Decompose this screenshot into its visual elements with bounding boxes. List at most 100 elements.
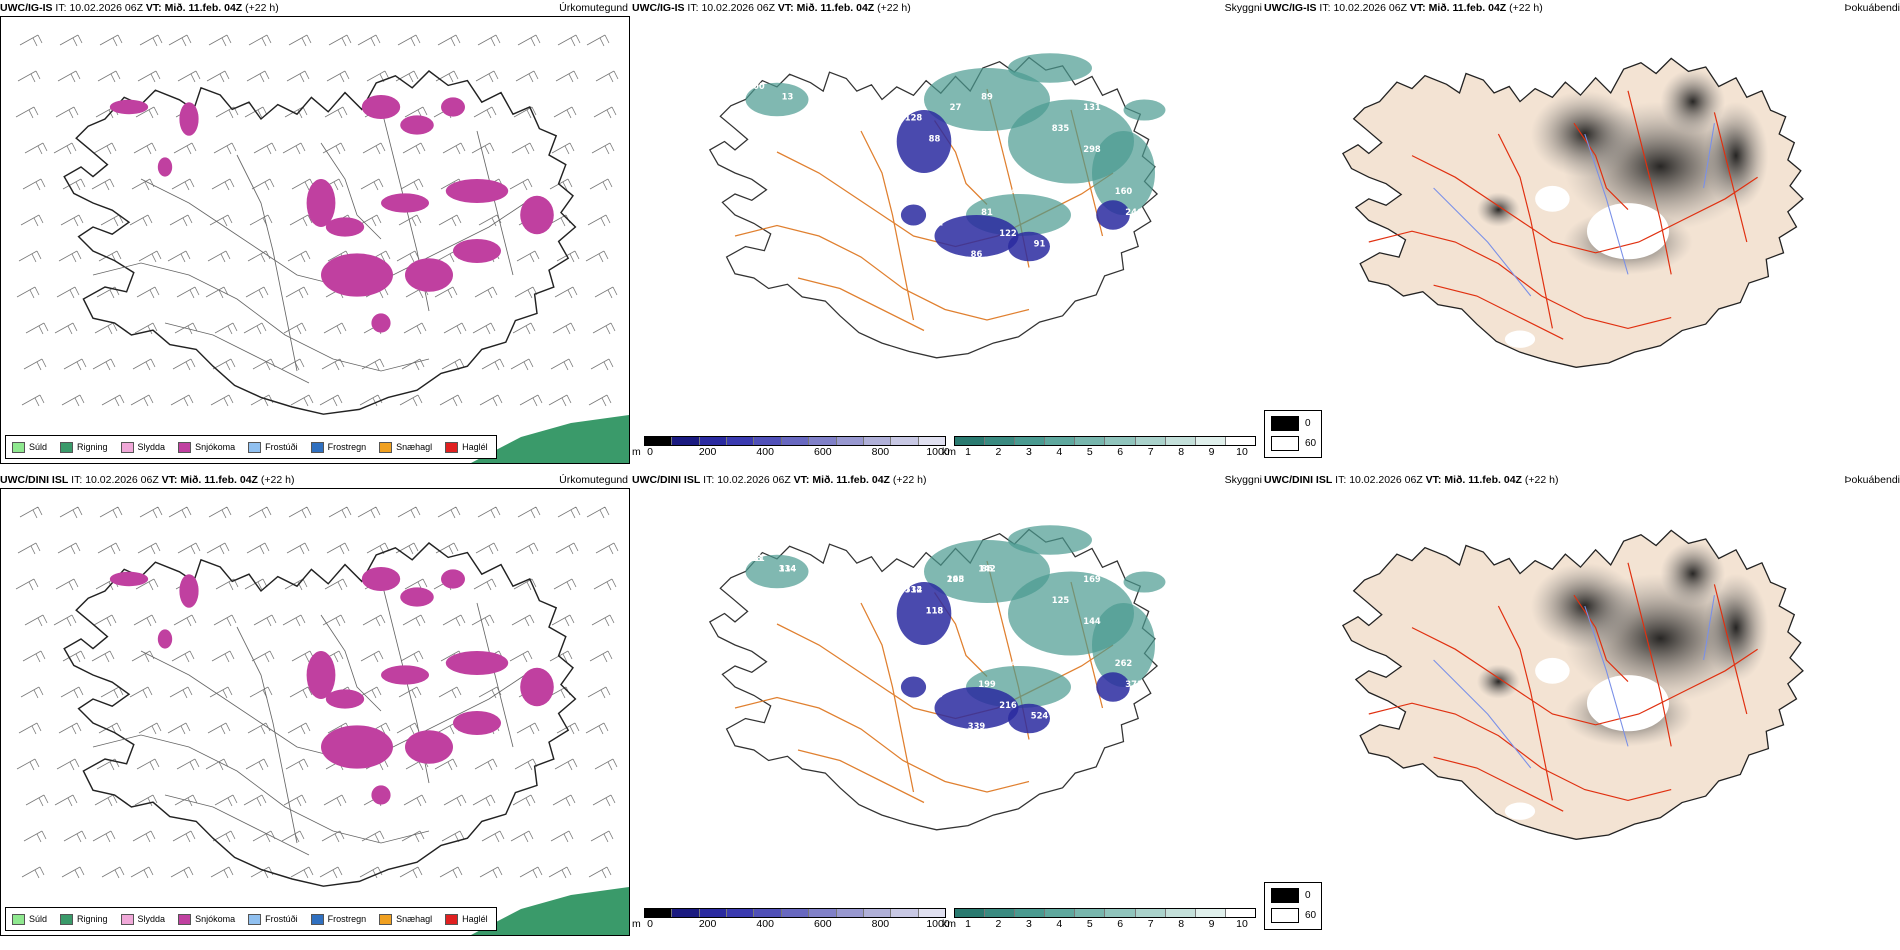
cloud-base-label: 311 — [747, 553, 765, 563]
vt-value: Mið. 11.feb. 04Z — [812, 474, 890, 486]
legend-label: Snæhagl — [396, 914, 433, 924]
colorbar-tick-label: 8 — [1178, 918, 1185, 930]
wind-barb — [595, 542, 619, 555]
wind-barb — [357, 34, 381, 47]
colorbar-swatch — [781, 909, 810, 917]
wind-barb — [434, 286, 458, 299]
legend-item: Frostregn — [310, 441, 366, 453]
colorbar-tick-label: 0 — [647, 918, 653, 930]
road-line — [1497, 133, 1553, 329]
wind-barb — [362, 142, 386, 155]
road-line — [92, 734, 430, 844]
road-line — [1433, 756, 1564, 812]
legend-swatch — [248, 441, 262, 453]
wind-barb — [137, 542, 161, 555]
cloud-base-label: 160 — [1115, 186, 1133, 196]
wind-barb — [439, 866, 463, 879]
colorbar-swatch — [699, 909, 728, 917]
wind-barb — [60, 686, 84, 699]
colorbar-tick-label: 3 — [1025, 446, 1032, 458]
wind-barb — [172, 358, 196, 371]
cloud-base-label: 16 — [1065, 228, 1077, 238]
wind-barb — [589, 650, 613, 663]
rain-area — [471, 887, 629, 935]
cloud-base-label: 195 — [947, 574, 965, 584]
iceland-coastline — [708, 56, 1159, 359]
colorbar-swatch — [985, 909, 1016, 917]
wind-barb — [399, 866, 423, 879]
wind-barb — [63, 830, 87, 843]
wind-barb — [400, 178, 424, 191]
snowfall-area — [321, 253, 393, 297]
wind-barb — [98, 722, 122, 735]
wind-barb — [176, 286, 200, 299]
legend-item: Snæhagl — [379, 441, 432, 453]
colorbar-tick-label: 400 — [756, 918, 774, 930]
colorbar-swatch — [1045, 437, 1076, 445]
cloud-base-label: 42 — [1065, 700, 1077, 710]
wind-barb — [100, 214, 124, 227]
cloud-base-label: 132 — [926, 217, 944, 227]
colorbar-swatch — [1225, 909, 1255, 917]
colorbar-tick-label: 5 — [1086, 918, 1093, 930]
iceland-coastline — [63, 70, 577, 415]
iceland-map — [1341, 529, 1804, 840]
colorbar-tick-label: 10 — [1236, 446, 1248, 458]
wind-barb — [209, 686, 233, 699]
wind-barb — [438, 214, 462, 227]
wind-barb — [472, 322, 496, 335]
wind-barb — [357, 506, 381, 519]
wind-barb — [250, 394, 274, 407]
wind-barb — [18, 722, 42, 735]
lead-time: (+22 h) — [245, 2, 279, 14]
wind-barb — [169, 214, 193, 227]
wind-barb — [513, 578, 537, 591]
wind-barb — [17, 542, 41, 555]
wind-barb — [479, 394, 503, 407]
it-label: IT: — [71, 474, 83, 486]
model-name: UWC/DINI ISL — [1264, 474, 1333, 486]
panel-header: UWC/DINI ISL IT: 10.02.2026 06Z VT: Mið.… — [1264, 472, 1558, 488]
wind-barb — [552, 322, 576, 335]
colorbar-unit: km — [942, 918, 956, 930]
vt-label: VT: — [161, 474, 178, 486]
legend-label: Snjókoma — [195, 442, 236, 452]
precip-type-panel: UWC/DINI ISL IT: 10.02.2026 06Z VT: Mið.… — [0, 472, 632, 942]
wind-barb — [474, 758, 498, 771]
lead-time: (+22 h) — [892, 474, 927, 486]
wind-barb — [248, 34, 272, 47]
wind-barb — [437, 34, 461, 47]
vt-value: Mið. 11.feb. 04Z — [164, 2, 243, 14]
cloud-base-label: 138 — [942, 648, 960, 658]
glacier — [1535, 657, 1570, 684]
cloud-base-area — [896, 582, 952, 645]
road-line — [476, 130, 514, 276]
wind-barb — [477, 34, 501, 47]
colorbar-tick-label: 800 — [871, 918, 890, 930]
wind-barb — [57, 542, 81, 555]
colorbar-tick-label: 7 — [1147, 446, 1154, 458]
wind-barb — [287, 250, 311, 263]
wind-barb — [100, 686, 124, 699]
wind-barb — [135, 578, 159, 591]
wind-barb — [517, 34, 541, 47]
iceland-coastline — [63, 542, 577, 887]
it-value: 10.02.2026 06Z — [85, 474, 159, 486]
wind-barb — [401, 358, 425, 371]
wind-barb — [475, 542, 499, 555]
road-line — [1573, 122, 1629, 211]
wind-barb — [58, 250, 82, 263]
wind-barb — [99, 34, 123, 47]
snowfall-area — [400, 115, 434, 135]
snowfall-area — [157, 629, 173, 649]
wind-barb — [286, 70, 310, 83]
wind-barb — [556, 250, 580, 263]
cloud-base-label: 339 — [968, 721, 986, 731]
legend-label: Frostúði — [265, 914, 298, 924]
wind-barb — [94, 322, 118, 335]
wind-barb — [99, 506, 123, 519]
wind-barb — [287, 722, 311, 735]
wind-barb — [321, 358, 345, 371]
wind-barb — [557, 506, 581, 519]
legend-label: Haglél — [462, 914, 488, 924]
